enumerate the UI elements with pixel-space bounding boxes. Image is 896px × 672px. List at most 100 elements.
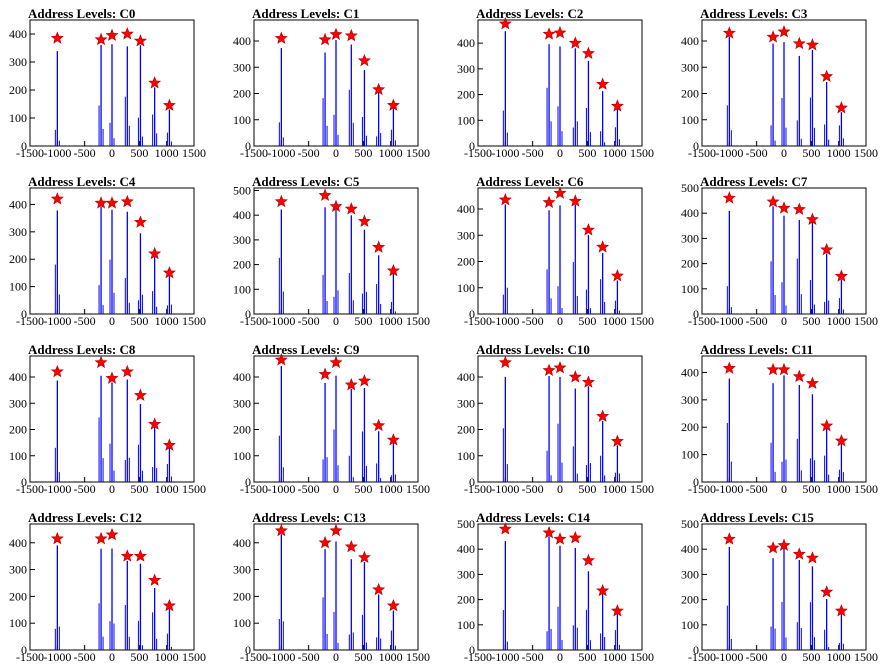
peak-star-icon — [766, 30, 780, 43]
x-tick-label: -500 — [74, 314, 96, 328]
peak-star-icon — [344, 202, 358, 215]
peak-star-icon — [105, 28, 119, 41]
chart-panel: 0 100 200 300 400 500 -1500 -1000 -500 0 500 1000 15… — [672, 168, 896, 336]
peak-star-icon — [820, 585, 834, 598]
peak-star-icon — [344, 378, 358, 391]
x-tick-label: -1500 — [464, 146, 492, 160]
y-tick-label: 0 — [469, 307, 475, 321]
y-tick-label: 300 — [681, 567, 699, 581]
x-tick-label: 1500 — [182, 482, 206, 496]
x-tick-label: -1500 — [464, 482, 492, 496]
y-tick-label: 300 — [233, 563, 251, 577]
x-tick-label: 500 — [130, 314, 148, 328]
x-tick-label: -1000 — [267, 146, 295, 160]
chart-title: Address Levels: C11 — [700, 342, 814, 357]
chart-title: Address Levels: C10 — [476, 342, 590, 357]
peak-star-icon — [318, 32, 332, 46]
x-tick-label: -1000 — [267, 650, 295, 664]
x-tick-label: 0 — [781, 482, 787, 496]
x-tick-label: -1500 — [16, 650, 44, 664]
peak-star-icon — [162, 98, 176, 111]
x-tick-label: 0 — [333, 482, 339, 496]
chart-panel: 0 100 200 300 400 -1500 -1000 -500 0 500 1000 1500 A… — [0, 0, 224, 168]
y-tick-label: 0 — [693, 643, 699, 657]
y-tick-label: 200 — [233, 423, 251, 437]
y-tick-label: 0 — [245, 475, 251, 489]
peak-star-icon — [133, 34, 147, 47]
x-tick-label: 1000 — [827, 650, 851, 664]
peak-star-icon — [610, 99, 624, 112]
x-tick-label: 1500 — [406, 146, 430, 160]
chart-panel: 0 100 200 300 400 500 -1500 -1000 -500 0 500 1000 15… — [672, 504, 896, 672]
chart-title: Address Levels: C6 — [476, 174, 584, 189]
y-tick-label: 300 — [681, 60, 699, 74]
peak-star-icon — [805, 212, 819, 226]
peak-star-icon — [386, 433, 400, 446]
peak-star-icon — [805, 551, 819, 564]
x-tick-label: 1000 — [379, 650, 403, 664]
peak-star-icon — [792, 369, 806, 383]
y-tick-label: 400 — [233, 536, 251, 550]
y-tick-label: 400 — [233, 208, 251, 222]
x-tick-label: -500 — [298, 314, 320, 328]
x-tick-label: -500 — [746, 482, 768, 496]
x-tick-label: 1500 — [854, 146, 878, 160]
peak-star-icon — [542, 195, 556, 208]
x-tick-label: 0 — [557, 146, 563, 160]
peak-star-icon — [596, 240, 610, 253]
y-tick-label: 0 — [21, 139, 27, 153]
peak-star-icon — [498, 192, 512, 206]
y-tick-label: 400 — [681, 542, 699, 556]
x-tick-label: -500 — [74, 482, 96, 496]
x-tick-label: 0 — [333, 146, 339, 160]
x-tick-label: -1500 — [464, 314, 492, 328]
peak-star-icon — [372, 240, 386, 253]
y-tick-label: 0 — [21, 307, 27, 321]
y-tick-label: 100 — [457, 113, 475, 127]
y-tick-label: 400 — [233, 34, 251, 48]
x-tick-label: 1000 — [155, 650, 179, 664]
peak-star-icon — [596, 77, 610, 90]
y-tick-label: 200 — [9, 252, 27, 266]
peak-star-icon — [357, 550, 371, 564]
y-tick-label: 400 — [457, 370, 475, 384]
peak-star-icon — [553, 186, 567, 199]
x-tick-label: -1500 — [16, 482, 44, 496]
chart-title: Address Levels: C2 — [476, 6, 584, 21]
peak-star-icon — [344, 539, 358, 553]
y-tick-label: 300 — [681, 393, 699, 407]
chart-title: Address Levels: C8 — [28, 342, 136, 357]
peak-star-icon — [148, 76, 162, 89]
x-tick-label: -1000 — [43, 146, 71, 160]
y-tick-label: 300 — [9, 225, 27, 239]
x-tick-label: 1000 — [603, 146, 627, 160]
peak-star-icon — [722, 532, 736, 545]
chart-panel: 0 100 200 300 400 -1500 -1000 -500 0 500 1000 1500 A… — [0, 504, 224, 672]
chart-panel: 0 100 200 300 400 500 -1500 -1000 -500 0 500 1000 15… — [224, 168, 448, 336]
peak-star-icon — [162, 598, 176, 612]
chart-panel: 0 100 200 300 400 -1500 -1000 -500 0 500 1000 1500 A… — [448, 168, 672, 336]
chart-panel: 0 100 200 300 400 -1500 -1000 -500 0 500 1000 1500 A… — [224, 504, 448, 672]
x-tick-label: -1000 — [491, 650, 519, 664]
peak-star-icon — [722, 26, 736, 39]
peak-star-icon — [542, 363, 556, 376]
x-tick-label: 1000 — [603, 482, 627, 496]
y-tick-label: 200 — [457, 423, 475, 437]
peak-star-icon — [120, 27, 134, 40]
x-tick-label: -1000 — [267, 314, 295, 328]
x-tick-label: 500 — [802, 146, 820, 160]
peak-star-icon — [357, 53, 371, 67]
x-tick-label: 1500 — [854, 650, 878, 664]
y-tick-label: 100 — [681, 113, 699, 127]
peak-star-icon — [498, 17, 512, 30]
x-tick-label: -1500 — [240, 482, 268, 496]
peak-star-icon — [792, 547, 806, 560]
peak-star-icon — [568, 370, 582, 383]
y-tick-label: 100 — [233, 113, 251, 127]
y-tick-label: 0 — [245, 139, 251, 153]
x-tick-label: -500 — [74, 146, 96, 160]
x-tick-label: 1500 — [630, 146, 654, 160]
y-tick-label: 300 — [457, 567, 475, 581]
y-tick-label: 200 — [457, 255, 475, 269]
peak-star-icon — [553, 26, 567, 39]
